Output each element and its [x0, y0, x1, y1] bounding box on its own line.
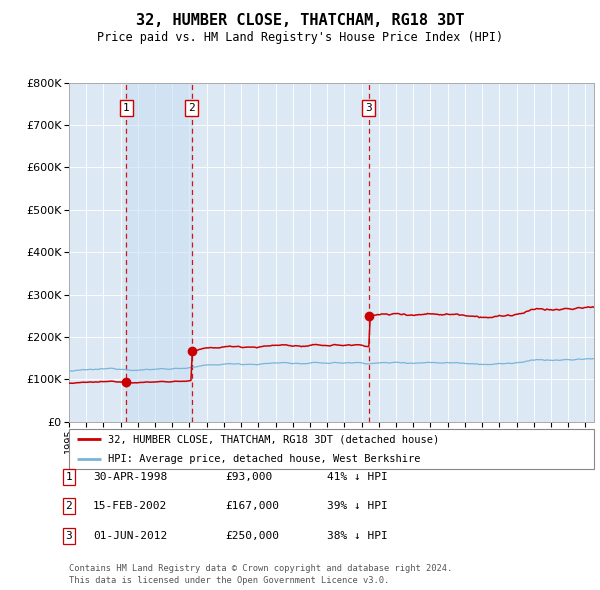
Text: This data is licensed under the Open Government Licence v3.0.: This data is licensed under the Open Gov…: [69, 576, 389, 585]
Text: 2: 2: [65, 502, 73, 511]
Text: 3: 3: [65, 531, 73, 540]
Text: £167,000: £167,000: [225, 502, 279, 511]
Text: 30-APR-1998: 30-APR-1998: [93, 472, 167, 481]
Text: 15-FEB-2002: 15-FEB-2002: [93, 502, 167, 511]
Text: 2: 2: [188, 103, 195, 113]
Text: 41% ↓ HPI: 41% ↓ HPI: [327, 472, 388, 481]
Bar: [127, 83, 191, 422]
Text: HPI: Average price, detached house, West Berkshire: HPI: Average price, detached house, West…: [109, 454, 421, 464]
Text: 1: 1: [123, 103, 130, 113]
Text: £250,000: £250,000: [225, 531, 279, 540]
Text: 39% ↓ HPI: 39% ↓ HPI: [327, 502, 388, 511]
Text: 32, HUMBER CLOSE, THATCHAM, RG18 3DT: 32, HUMBER CLOSE, THATCHAM, RG18 3DT: [136, 13, 464, 28]
Text: 01-JUN-2012: 01-JUN-2012: [93, 531, 167, 540]
Text: 32, HUMBER CLOSE, THATCHAM, RG18 3DT (detached house): 32, HUMBER CLOSE, THATCHAM, RG18 3DT (de…: [109, 434, 440, 444]
Text: Contains HM Land Registry data © Crown copyright and database right 2024.: Contains HM Land Registry data © Crown c…: [69, 565, 452, 573]
FancyBboxPatch shape: [69, 429, 594, 469]
Text: Price paid vs. HM Land Registry's House Price Index (HPI): Price paid vs. HM Land Registry's House …: [97, 31, 503, 44]
Text: 1: 1: [65, 472, 73, 481]
Text: 38% ↓ HPI: 38% ↓ HPI: [327, 531, 388, 540]
Text: £93,000: £93,000: [225, 472, 272, 481]
Text: 3: 3: [365, 103, 372, 113]
